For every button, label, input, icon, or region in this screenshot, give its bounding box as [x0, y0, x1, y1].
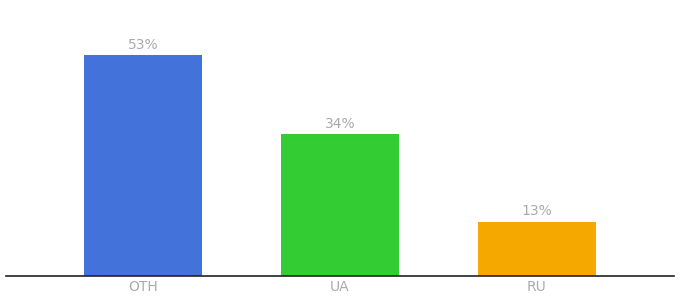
Bar — [84, 56, 202, 276]
Text: 53%: 53% — [128, 38, 158, 52]
Bar — [281, 134, 399, 276]
Text: 34%: 34% — [324, 117, 356, 131]
Text: 13%: 13% — [522, 204, 552, 218]
Bar — [478, 222, 596, 276]
